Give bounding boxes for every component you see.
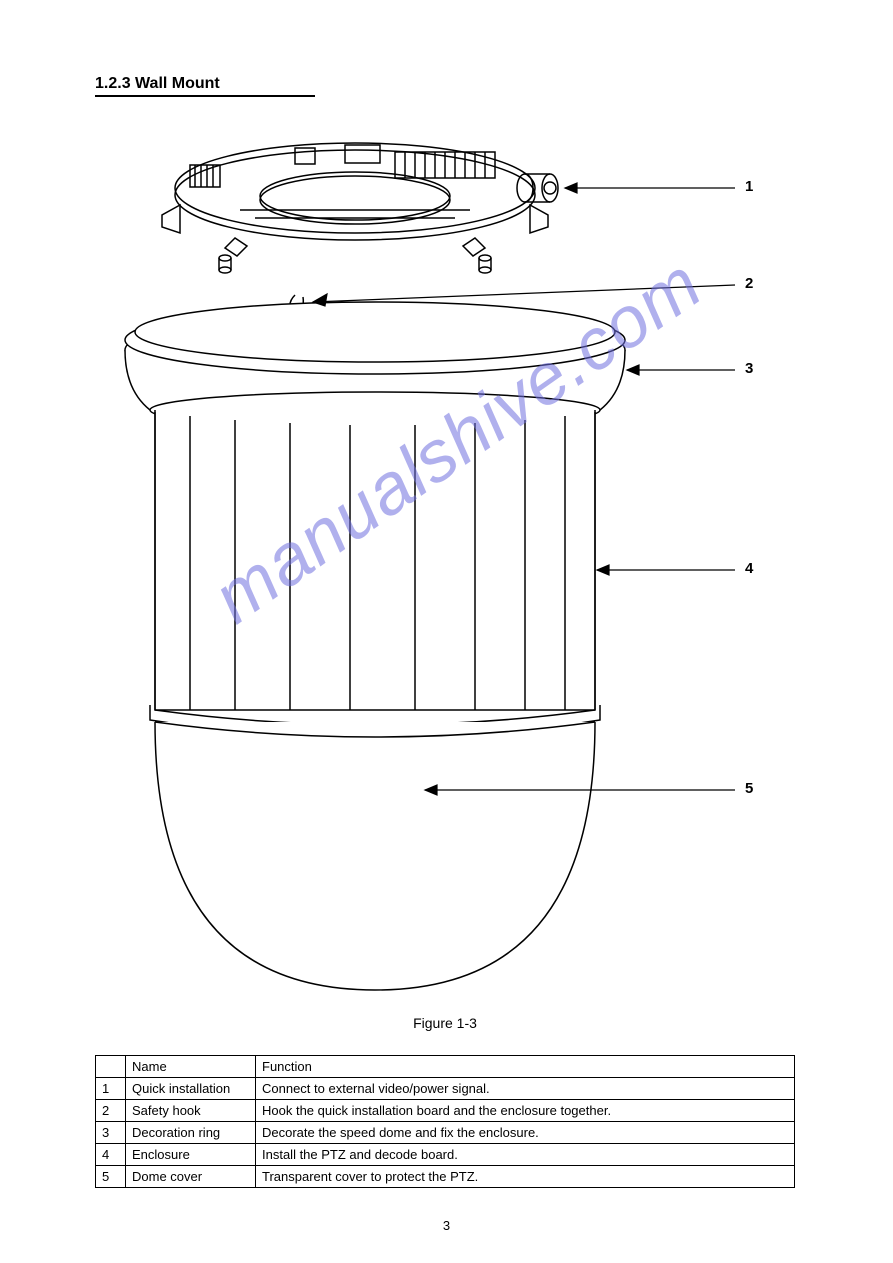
table-row: 3 Decoration ring Decorate the speed dom…	[96, 1122, 795, 1144]
table-row: 2 Safety hook Hook the quick installatio…	[96, 1100, 795, 1122]
section-title: 1.2.3 Wall Mount	[95, 75, 315, 97]
cell-name: Dome cover	[126, 1166, 256, 1188]
callout-2: 2	[745, 275, 753, 292]
table-row: 5 Dome cover Transparent cover to protec…	[96, 1166, 795, 1188]
callout-1: 1	[745, 178, 753, 195]
callout-4: 4	[745, 560, 753, 577]
cell-name: Enclosure	[126, 1144, 256, 1166]
figure-caption: Figure 1-3	[95, 1015, 795, 1031]
diagram-svg	[95, 110, 795, 1010]
table-row: 1 Quick installation Connect to external…	[96, 1078, 795, 1100]
header-num	[96, 1056, 126, 1078]
cell-num: 4	[96, 1144, 126, 1166]
cell-desc: Decorate the speed dome and fix the encl…	[256, 1122, 795, 1144]
header-name: Name	[126, 1056, 256, 1078]
cell-name: Quick installation	[126, 1078, 256, 1100]
cell-desc: Install the PTZ and decode board.	[256, 1144, 795, 1166]
bracket-group	[162, 143, 558, 273]
parts-table: Name Function 1 Quick installation Conne…	[95, 1055, 795, 1188]
cell-num: 5	[96, 1166, 126, 1188]
page-container: 1.2.3 Wall Mount	[0, 0, 893, 1263]
header-function: Function	[256, 1056, 795, 1078]
cell-name: Safety hook	[126, 1100, 256, 1122]
page-number: 3	[0, 1218, 893, 1233]
decoration-ring	[125, 302, 625, 428]
callout-3: 3	[745, 360, 753, 377]
cell-desc: Transparent cover to protect the PTZ.	[256, 1166, 795, 1188]
enclosure	[150, 410, 600, 738]
callout-5: 5	[745, 780, 753, 797]
dome-cover	[155, 722, 595, 990]
table-header-row: Name Function	[96, 1056, 795, 1078]
diagram-area: 1 2 3 4 5	[95, 110, 795, 1010]
cell-desc: Connect to external video/power signal.	[256, 1078, 795, 1100]
cell-num: 2	[96, 1100, 126, 1122]
cell-name: Decoration ring	[126, 1122, 256, 1144]
table-row: 4 Enclosure Install the PTZ and decode b…	[96, 1144, 795, 1166]
cell-num: 3	[96, 1122, 126, 1144]
cell-num: 1	[96, 1078, 126, 1100]
cell-desc: Hook the quick installation board and th…	[256, 1100, 795, 1122]
